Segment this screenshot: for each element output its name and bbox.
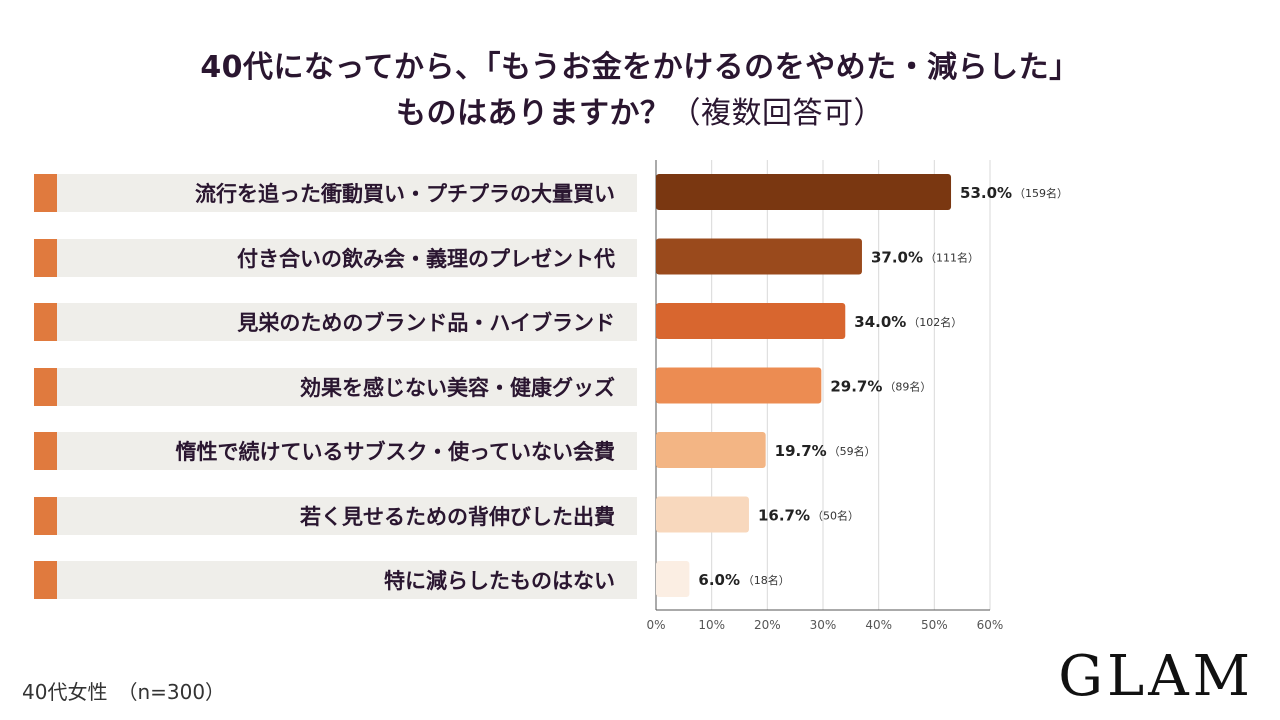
bar-count-label: （159名） [1014, 186, 1068, 200]
bar-value-label: 34.0% [854, 313, 906, 331]
label-box: 特に減らしたものはない [57, 561, 637, 599]
category-label: 惰性で続けているサブスク・使っていない会費 [175, 440, 615, 464]
category-label: 流行を追った衝動買い・プチプラの大量買い [195, 182, 615, 206]
label-accent [34, 238, 57, 277]
bar [656, 432, 766, 468]
bar [656, 561, 690, 597]
label-box: 付き合いの飲み会・義理のプレゼント代 [57, 238, 637, 277]
label-accent [34, 367, 57, 406]
category-label: 効果を感じない美容・健康グッズ [300, 375, 615, 400]
x-tick-label: 50% [921, 618, 948, 632]
chart-title-note: （複数回答可） [670, 96, 884, 131]
label-accent [34, 174, 57, 212]
bar-count-label: （111名） [925, 251, 979, 265]
category-label: 見栄のためのブランド品・ハイブランド [237, 311, 615, 335]
bar [656, 496, 749, 533]
x-tick-label: 40% [865, 618, 892, 632]
bar [656, 174, 952, 210]
bar-value-label: 37.0% [871, 249, 923, 267]
bar-count-label: （18名） [743, 573, 790, 587]
bar [656, 303, 846, 339]
bar [656, 238, 862, 275]
bar-value-label: 29.7% [830, 378, 882, 396]
label-box: 若く見せるための背伸びした出費 [57, 496, 637, 535]
chart-title-line1: 40代になってから、「もうお金をかけるのをやめた・減らした」 [200, 50, 1080, 85]
bar [656, 367, 822, 404]
bar-count-label: （50名） [812, 509, 859, 523]
chart-title-question: ものはありますか？ [396, 96, 671, 131]
label-accent [34, 432, 57, 470]
sample-note: 40代女性 （n=300） [22, 680, 226, 704]
bar-value-label: 6.0% [698, 571, 740, 589]
label-accent [34, 496, 57, 535]
bar-value-label: 53.0% [960, 184, 1012, 202]
glam-logo: GLAM [1058, 644, 1254, 709]
x-tick-label: 0% [646, 618, 665, 632]
bar-count-label: （59名） [829, 444, 876, 458]
label-accent [34, 303, 57, 341]
category-label: 特に減らしたものはない [384, 569, 615, 593]
category-label: 付き合いの飲み会・義理のプレゼント代 [237, 246, 615, 271]
x-tick-label: 10% [698, 618, 725, 632]
x-tick-label: 30% [810, 618, 837, 632]
label-box: 惰性で続けているサブスク・使っていない会費 [57, 432, 637, 470]
bar-value-label: 16.7% [758, 507, 810, 525]
bar-count-label: （102名） [908, 315, 962, 329]
chart-title-line2: ものはありますか？（複数回答可） [0, 88, 1280, 132]
label-box: 見栄のためのブランド品・ハイブランド [57, 303, 637, 341]
category-label: 若く見せるための背伸びした出費 [300, 504, 615, 529]
bar-count-label: （89名） [884, 380, 931, 394]
label-box: 流行を追った衝動買い・プチプラの大量買い [57, 174, 637, 212]
x-tick-label: 20% [754, 618, 781, 632]
bar-value-label: 19.7% [775, 442, 827, 460]
label-accent [34, 561, 57, 599]
label-box: 効果を感じない美容・健康グッズ [57, 367, 637, 406]
x-tick-label: 60% [977, 618, 1004, 632]
